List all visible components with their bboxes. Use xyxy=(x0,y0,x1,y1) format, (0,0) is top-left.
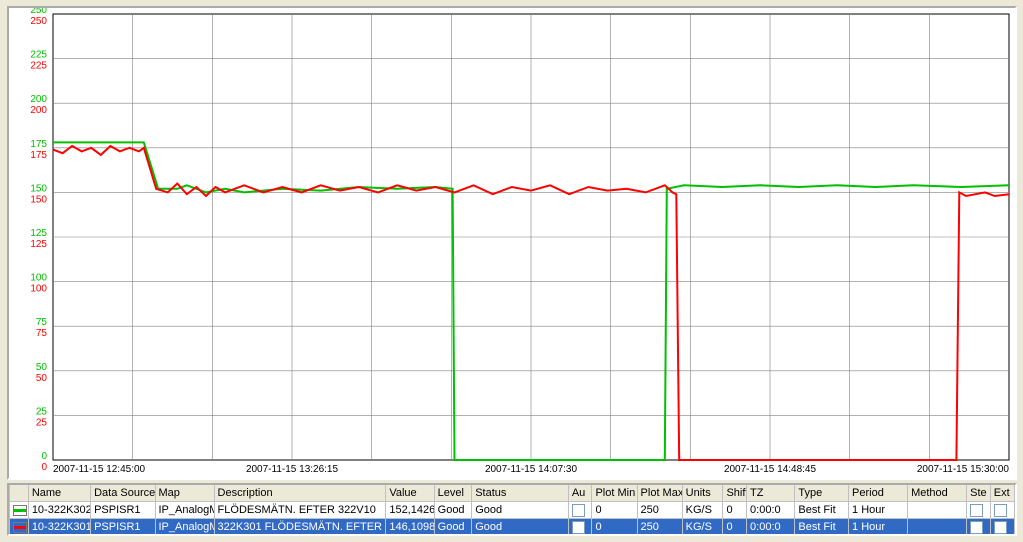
col-header[interactable] xyxy=(9,485,28,502)
col-header[interactable]: TZ xyxy=(747,485,795,502)
svg-text:50: 50 xyxy=(35,373,47,384)
table-cell: 250 xyxy=(637,502,682,519)
col-header[interactable]: Period xyxy=(849,485,908,502)
series-swatch xyxy=(13,505,27,516)
table-cell: 0:00:0 xyxy=(747,519,795,536)
svg-text:100: 100 xyxy=(30,284,47,295)
series-swatch xyxy=(13,522,27,533)
table-cell: Best Fit xyxy=(795,519,849,536)
svg-text:2007-11-15 13:26:15: 2007-11-15 13:26:15 xyxy=(245,464,338,475)
svg-text:175: 175 xyxy=(30,139,47,150)
table-cell: Good xyxy=(472,502,569,519)
svg-text:100: 100 xyxy=(30,273,47,284)
col-header[interactable]: Ext xyxy=(990,485,1014,502)
table-row[interactable]: 10-322K301PSPISR1IP_AnalogMa322K301 FLÖD… xyxy=(9,519,1014,536)
table-cell: Best Fit xyxy=(795,502,849,519)
trend-window: 2502502252252002001751751501501251251001… xyxy=(0,0,1023,542)
tag-table-pane[interactable]: NameData SourceMapDescriptionValueLevelS… xyxy=(7,483,1017,536)
table-cell: 0 xyxy=(592,519,637,536)
table-cell: KG/S xyxy=(682,502,723,519)
table-cell: 10-322K301 xyxy=(28,519,90,536)
table-cell xyxy=(9,502,28,519)
table-cell xyxy=(908,519,967,536)
col-header[interactable]: Data Source xyxy=(91,485,155,502)
trend-chart: 2502502252252002001751751501501251251001… xyxy=(9,8,1015,478)
svg-text:75: 75 xyxy=(35,328,47,339)
table-cell: 322K301 FLÖDESMÄTN. EFTER 322V9 xyxy=(214,519,386,536)
table-cell: 0:00:0 xyxy=(747,502,795,519)
table-cell: PSPISR1 xyxy=(91,519,155,536)
chart-pane[interactable]: 2502502252252002001751751501501251251001… xyxy=(7,6,1017,480)
col-header[interactable]: Au xyxy=(568,485,592,502)
svg-text:75: 75 xyxy=(35,317,47,328)
checkbox[interactable] xyxy=(994,521,1007,534)
table-cell: 1 Hour xyxy=(849,519,908,536)
col-header[interactable]: Status xyxy=(472,485,569,502)
checkbox[interactable] xyxy=(572,504,585,517)
svg-text:225: 225 xyxy=(30,61,47,72)
table-cell: 1 Hour xyxy=(849,502,908,519)
col-header[interactable]: Value xyxy=(386,485,434,502)
table-cell: 0 xyxy=(723,502,747,519)
svg-text:0: 0 xyxy=(41,462,47,473)
table-cell: Good xyxy=(434,519,472,536)
svg-text:225: 225 xyxy=(30,50,47,61)
svg-text:25: 25 xyxy=(35,406,47,417)
col-header[interactable]: Ste xyxy=(967,485,991,502)
svg-text:125: 125 xyxy=(30,239,47,250)
table-cell: IP_AnalogMa xyxy=(155,502,214,519)
svg-text:150: 150 xyxy=(30,183,47,194)
table-cell: 10-322K302 xyxy=(28,502,90,519)
svg-text:50: 50 xyxy=(35,362,47,373)
svg-text:2007-11-15 12:45:00: 2007-11-15 12:45:00 xyxy=(53,464,146,475)
col-header[interactable]: Units xyxy=(682,485,723,502)
col-header[interactable]: Name xyxy=(28,485,90,502)
checkbox[interactable] xyxy=(994,504,1007,517)
table-cell xyxy=(908,502,967,519)
svg-text:250: 250 xyxy=(30,8,47,16)
table-cell: 0 xyxy=(592,502,637,519)
svg-text:125: 125 xyxy=(30,228,47,239)
table-cell: KG/S xyxy=(682,519,723,536)
col-header[interactable]: Plot Min xyxy=(592,485,637,502)
col-header[interactable]: Type xyxy=(795,485,849,502)
table-cell xyxy=(568,502,592,519)
table-cell: IP_AnalogMa xyxy=(155,519,214,536)
table-cell: 250 xyxy=(637,519,682,536)
svg-text:2007-11-15 15:30:00: 2007-11-15 15:30:00 xyxy=(916,464,1009,475)
table-cell: Good xyxy=(472,519,569,536)
checkbox[interactable] xyxy=(572,521,585,534)
svg-text:0: 0 xyxy=(41,451,47,462)
table-cell: FLÖDESMÄTN. EFTER 322V10 xyxy=(214,502,386,519)
table-cell xyxy=(568,519,592,536)
table-cell xyxy=(9,519,28,536)
svg-text:175: 175 xyxy=(30,150,47,161)
svg-text:250: 250 xyxy=(30,16,47,27)
table-cell xyxy=(990,519,1014,536)
table-cell: 146,1098 xyxy=(386,519,434,536)
svg-text:2007-11-15 14:48:45: 2007-11-15 14:48:45 xyxy=(723,464,816,475)
table-cell: PSPISR1 xyxy=(91,502,155,519)
col-header[interactable]: Map xyxy=(155,485,214,502)
table-cell: 152,1426 xyxy=(386,502,434,519)
table-cell: Good xyxy=(434,502,472,519)
table-cell: 0 xyxy=(723,519,747,536)
col-header[interactable]: Method xyxy=(908,485,967,502)
table-cell xyxy=(990,502,1014,519)
svg-text:200: 200 xyxy=(30,105,47,116)
col-header[interactable]: Level xyxy=(434,485,472,502)
checkbox[interactable] xyxy=(970,521,983,534)
col-header[interactable]: Shift xyxy=(723,485,747,502)
checkbox[interactable] xyxy=(970,504,983,517)
svg-text:25: 25 xyxy=(35,417,47,428)
table-cell xyxy=(967,519,991,536)
col-header[interactable]: Description xyxy=(214,485,386,502)
svg-text:2007-11-15 14:07:30: 2007-11-15 14:07:30 xyxy=(484,464,577,475)
tag-table: NameData SourceMapDescriptionValueLevelS… xyxy=(9,485,1015,536)
table-row[interactable]: 10-322K302PSPISR1IP_AnalogMaFLÖDESMÄTN. … xyxy=(9,502,1014,519)
svg-text:200: 200 xyxy=(30,94,47,105)
table-cell xyxy=(967,502,991,519)
col-header[interactable]: Plot Max xyxy=(637,485,682,502)
svg-text:150: 150 xyxy=(30,194,47,205)
